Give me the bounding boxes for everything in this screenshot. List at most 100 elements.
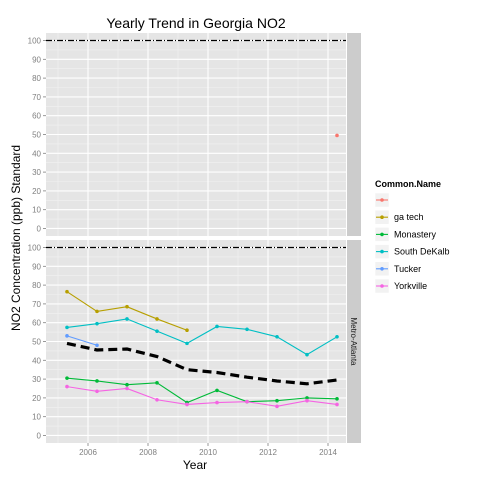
y-tick-label: 70 xyxy=(32,93,41,102)
data-point xyxy=(95,309,99,314)
data-point xyxy=(335,397,339,401)
facet-strip xyxy=(347,240,361,443)
data-point xyxy=(95,389,99,394)
data-point xyxy=(65,376,69,380)
legend-key-point xyxy=(380,215,384,219)
x-tick-label: 2012 xyxy=(259,448,277,457)
data-point xyxy=(335,133,339,138)
legend-entry-6: Yorkville xyxy=(374,278,427,294)
mean-line xyxy=(66,341,338,386)
y-tick-label: 30 xyxy=(32,168,41,177)
series-4 xyxy=(65,334,99,348)
legend-key-point xyxy=(380,249,384,254)
y-tick-label: 20 xyxy=(32,394,41,403)
data-point xyxy=(185,341,189,346)
y-tick-label: 100 xyxy=(28,244,42,253)
y-tick-label: 40 xyxy=(32,149,41,158)
legend-key-point xyxy=(380,284,384,288)
y-tick-label: 90 xyxy=(32,262,41,271)
y-tick-label: 100 xyxy=(28,37,42,46)
series-line xyxy=(66,386,338,407)
legend-entry-2: ga tech xyxy=(374,209,424,225)
y-tick-label: 80 xyxy=(32,281,41,290)
series-1 xyxy=(335,133,339,138)
legend-entry-1 xyxy=(374,192,390,208)
y-tick-label: 90 xyxy=(32,55,41,64)
y-tick-label: 50 xyxy=(32,338,41,347)
data-point xyxy=(155,329,159,333)
y-tick-label: 60 xyxy=(32,319,41,328)
chart-title: Yearly Trend in Georgia NO2 xyxy=(106,15,285,31)
data-point xyxy=(155,317,159,321)
y-tick-label: 10 xyxy=(32,206,41,215)
data-point xyxy=(95,343,99,348)
legend-label: Tucker xyxy=(394,264,421,274)
facet-panels: 0 10 20 30 40 50 60 70 80 90 100 0 10 20 30 40 50 60 70 80 9… xyxy=(28,33,361,457)
x-tick-label: 2008 xyxy=(139,448,157,457)
y-tick-label: 70 xyxy=(32,300,41,309)
y-tick-label: 50 xyxy=(32,131,41,140)
panel-2: 0 10 20 30 40 50 60 70 80 90 100 Metro-Atlanta xyxy=(28,240,361,443)
series-1 xyxy=(65,289,189,333)
y-tick-label: 0 xyxy=(37,431,42,440)
data-point xyxy=(125,386,129,391)
legend-key-point xyxy=(380,198,384,202)
x-axis-title: Year xyxy=(183,458,207,472)
legend-label: ga tech xyxy=(394,212,424,222)
data-point xyxy=(65,334,69,338)
series-line xyxy=(66,318,338,356)
data-point xyxy=(335,335,339,339)
data-point xyxy=(245,399,249,404)
series-line xyxy=(66,377,338,404)
data-point xyxy=(305,398,309,403)
data-point xyxy=(275,404,279,409)
legend-label: South DeKalb xyxy=(394,247,450,257)
data-point xyxy=(185,402,189,407)
x-tick-label: 2010 xyxy=(199,448,217,457)
y-tick-label: 10 xyxy=(32,413,41,422)
y-tick-label: 80 xyxy=(32,74,41,83)
data-point xyxy=(305,352,309,357)
data-point xyxy=(215,388,219,393)
y-tick-label: 30 xyxy=(32,375,41,384)
data-point xyxy=(215,324,219,329)
y-tick-label: 40 xyxy=(32,356,41,365)
legend: Common.Name ga tech Monastery South DeKalb T… xyxy=(374,179,450,294)
facet-strip-label: Metro-Atlanta xyxy=(349,317,358,366)
legend-label: Monastery xyxy=(394,229,437,239)
data-point xyxy=(215,400,219,405)
y-tick-label: 0 xyxy=(37,224,42,233)
data-point xyxy=(95,321,99,326)
data-point xyxy=(125,304,129,309)
legend-entry-4: South DeKalb xyxy=(374,244,450,259)
x-tick-label: 2014 xyxy=(319,448,337,457)
data-point xyxy=(275,398,279,403)
data-point xyxy=(65,384,69,389)
x-tick-label: 2006 xyxy=(79,448,97,457)
legend-entry-5: Tucker xyxy=(374,261,421,277)
data-point xyxy=(335,402,339,407)
panel-1: 0 10 20 30 40 50 60 70 80 90 100 xyxy=(28,33,361,236)
data-point xyxy=(305,396,309,400)
data-point xyxy=(95,379,99,383)
legend-entry-3: Monastery xyxy=(374,227,437,242)
facet-strip xyxy=(347,33,361,236)
data-point xyxy=(245,327,249,332)
legend-label: Yorkville xyxy=(394,281,427,291)
data-point xyxy=(155,397,159,402)
data-point xyxy=(185,328,189,333)
y-axis-title: NO2 Concentration (ppb) Standard xyxy=(9,145,23,331)
data-point xyxy=(65,289,69,294)
y-tick-label: 60 xyxy=(32,112,41,121)
y-tick-label: 20 xyxy=(32,187,41,196)
data-point xyxy=(65,325,69,330)
legend-key-point xyxy=(380,267,384,271)
series-line xyxy=(66,335,98,346)
legend-title: Common.Name xyxy=(375,179,441,189)
legend-key-point xyxy=(380,232,384,237)
data-point xyxy=(155,381,159,385)
data-point xyxy=(125,317,129,321)
series-5 xyxy=(65,384,339,409)
series-3 xyxy=(65,317,339,357)
